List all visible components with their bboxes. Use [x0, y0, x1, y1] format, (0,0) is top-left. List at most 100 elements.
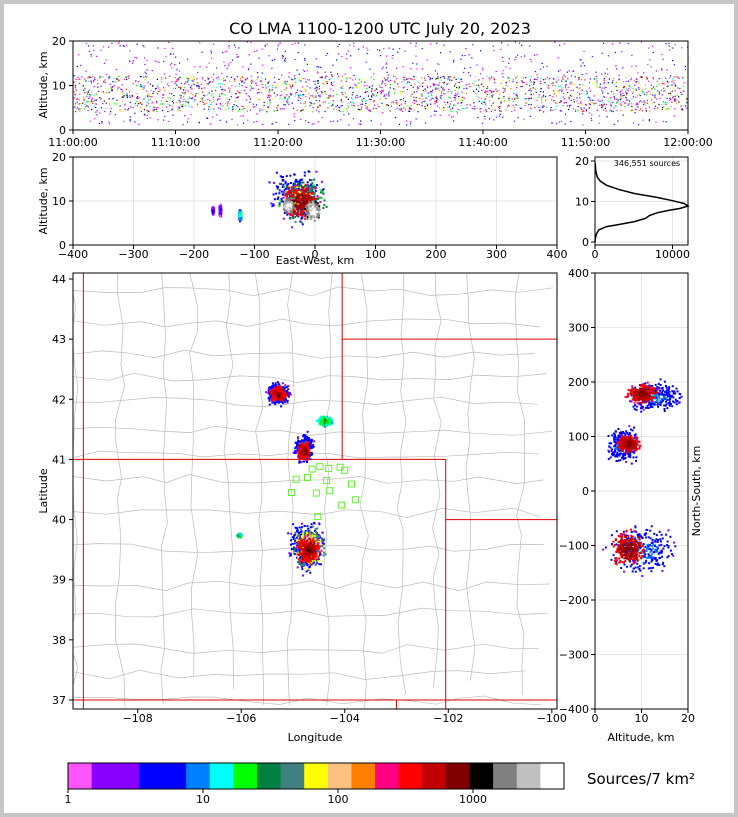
time-height-source-point	[85, 80, 87, 82]
time-height-source-point	[318, 85, 320, 87]
time-height-source-point	[224, 79, 226, 81]
time-height-source-point	[95, 93, 97, 95]
time-height-source-point	[382, 89, 385, 91]
time-height-source-point	[142, 88, 144, 90]
east-west-source-cell	[304, 203, 307, 206]
time-height-source-point	[157, 119, 159, 121]
time-height-source-point	[256, 113, 258, 115]
county-boundaries	[73, 273, 554, 709]
east-west-source-cell	[238, 213, 241, 216]
time-height-source-point	[93, 81, 95, 83]
time-height-source-point	[313, 97, 315, 99]
time-height-source-point	[244, 79, 247, 81]
east-west-source-cell	[307, 211, 310, 214]
time-height-source-point	[286, 80, 288, 83]
east-west-source-cell	[302, 187, 305, 190]
time-height-source-point	[290, 87, 292, 89]
time-height-source-point	[172, 47, 174, 49]
east-west-source-cell	[311, 200, 314, 203]
time-height-source-point	[558, 121, 561, 123]
time-height-source-point	[118, 80, 120, 82]
time-height-source-point	[548, 85, 550, 87]
time-height-source-point	[244, 78, 246, 80]
time-height-source-point	[222, 83, 224, 85]
time-height-source-point	[518, 42, 520, 44]
time-height-source-point	[385, 62, 388, 64]
time-height-source-point	[559, 85, 561, 87]
time-height-source-point	[84, 85, 86, 87]
time-height-source-point	[663, 90, 665, 92]
time-height-source-point	[219, 79, 221, 81]
time-height-source-point	[449, 90, 451, 93]
time-height-source-point	[658, 93, 660, 95]
time-height-source-point	[631, 92, 633, 94]
time-height-source-point	[340, 99, 342, 101]
time-height-source-point	[76, 107, 78, 109]
time-height-source-point	[308, 93, 310, 95]
time-height-source-point	[356, 94, 358, 96]
time-height-source-point	[644, 102, 646, 104]
time-height-source-point	[599, 104, 601, 106]
time-height-source-point	[622, 92, 624, 94]
time-height-source-point	[472, 44, 474, 46]
time-height-source-point	[312, 103, 314, 105]
time-height-source-point	[550, 109, 552, 111]
time-height-source-point	[315, 90, 317, 92]
time-height-source-point	[157, 84, 159, 86]
time-height-source-point	[297, 52, 299, 54]
time-height-source-point	[95, 99, 97, 101]
time-height-source-point	[157, 107, 159, 109]
time-height-source-point	[528, 104, 530, 106]
time-height-source-point	[352, 79, 354, 81]
time-height-source-point	[326, 81, 328, 83]
time-height-source-point	[671, 97, 673, 99]
time-height-source-point	[216, 114, 218, 116]
time-height-source-point	[296, 91, 298, 94]
time-height-source-point	[169, 75, 171, 77]
time-height-source-point	[451, 92, 453, 94]
east-west-source-cell	[315, 170, 318, 173]
time-height-source-point	[413, 99, 415, 101]
time-height-source-point	[456, 111, 458, 113]
county-boundary	[73, 580, 550, 592]
plan-view-source-cell	[318, 522, 321, 525]
time-height-source-point	[617, 120, 619, 122]
east-west-source-cell	[276, 187, 279, 190]
time-height-source-point	[638, 80, 640, 82]
time-height-source-point	[77, 76, 79, 78]
time-height-source-point	[648, 120, 650, 122]
time-height-source-point	[449, 76, 451, 78]
time-height-source-point	[164, 89, 166, 91]
county-boundary	[73, 318, 541, 328]
time-height-source-point	[88, 50, 90, 53]
time-height-source-point	[289, 92, 291, 94]
time-height-source-point	[246, 105, 249, 108]
time-height-source-point	[653, 88, 655, 90]
time-height-source-point	[516, 95, 518, 97]
east-west-source-cell	[317, 197, 320, 200]
time-height-source-point	[109, 113, 111, 115]
time-height-source-point	[566, 71, 568, 73]
time-height-source-point	[225, 121, 227, 123]
time-height-source-point	[422, 100, 424, 103]
time-height-source-point	[242, 115, 244, 117]
time-height-source-point	[332, 120, 334, 122]
time-height-source-point	[453, 104, 455, 106]
time-height-source-point	[456, 86, 458, 89]
time-height-source-point	[541, 97, 543, 99]
east-west-source-cell	[270, 202, 273, 205]
time-height-source-point	[341, 85, 343, 87]
time-height-source-point	[157, 87, 159, 89]
time-height-source-point	[438, 107, 440, 109]
plan-view-source-cell	[305, 562, 308, 565]
time-height-source-point	[536, 79, 538, 81]
time-height-source-point	[471, 108, 473, 110]
east-west-xtick-label: −100	[239, 248, 269, 261]
time-height-source-point	[156, 93, 158, 95]
east-west-source-cell	[281, 190, 284, 193]
time-height-source-point	[604, 87, 606, 89]
county-boundary	[73, 695, 542, 706]
time-height-source-point	[227, 101, 229, 103]
time-height-source-point	[469, 66, 472, 69]
time-height-source-point	[527, 110, 529, 112]
